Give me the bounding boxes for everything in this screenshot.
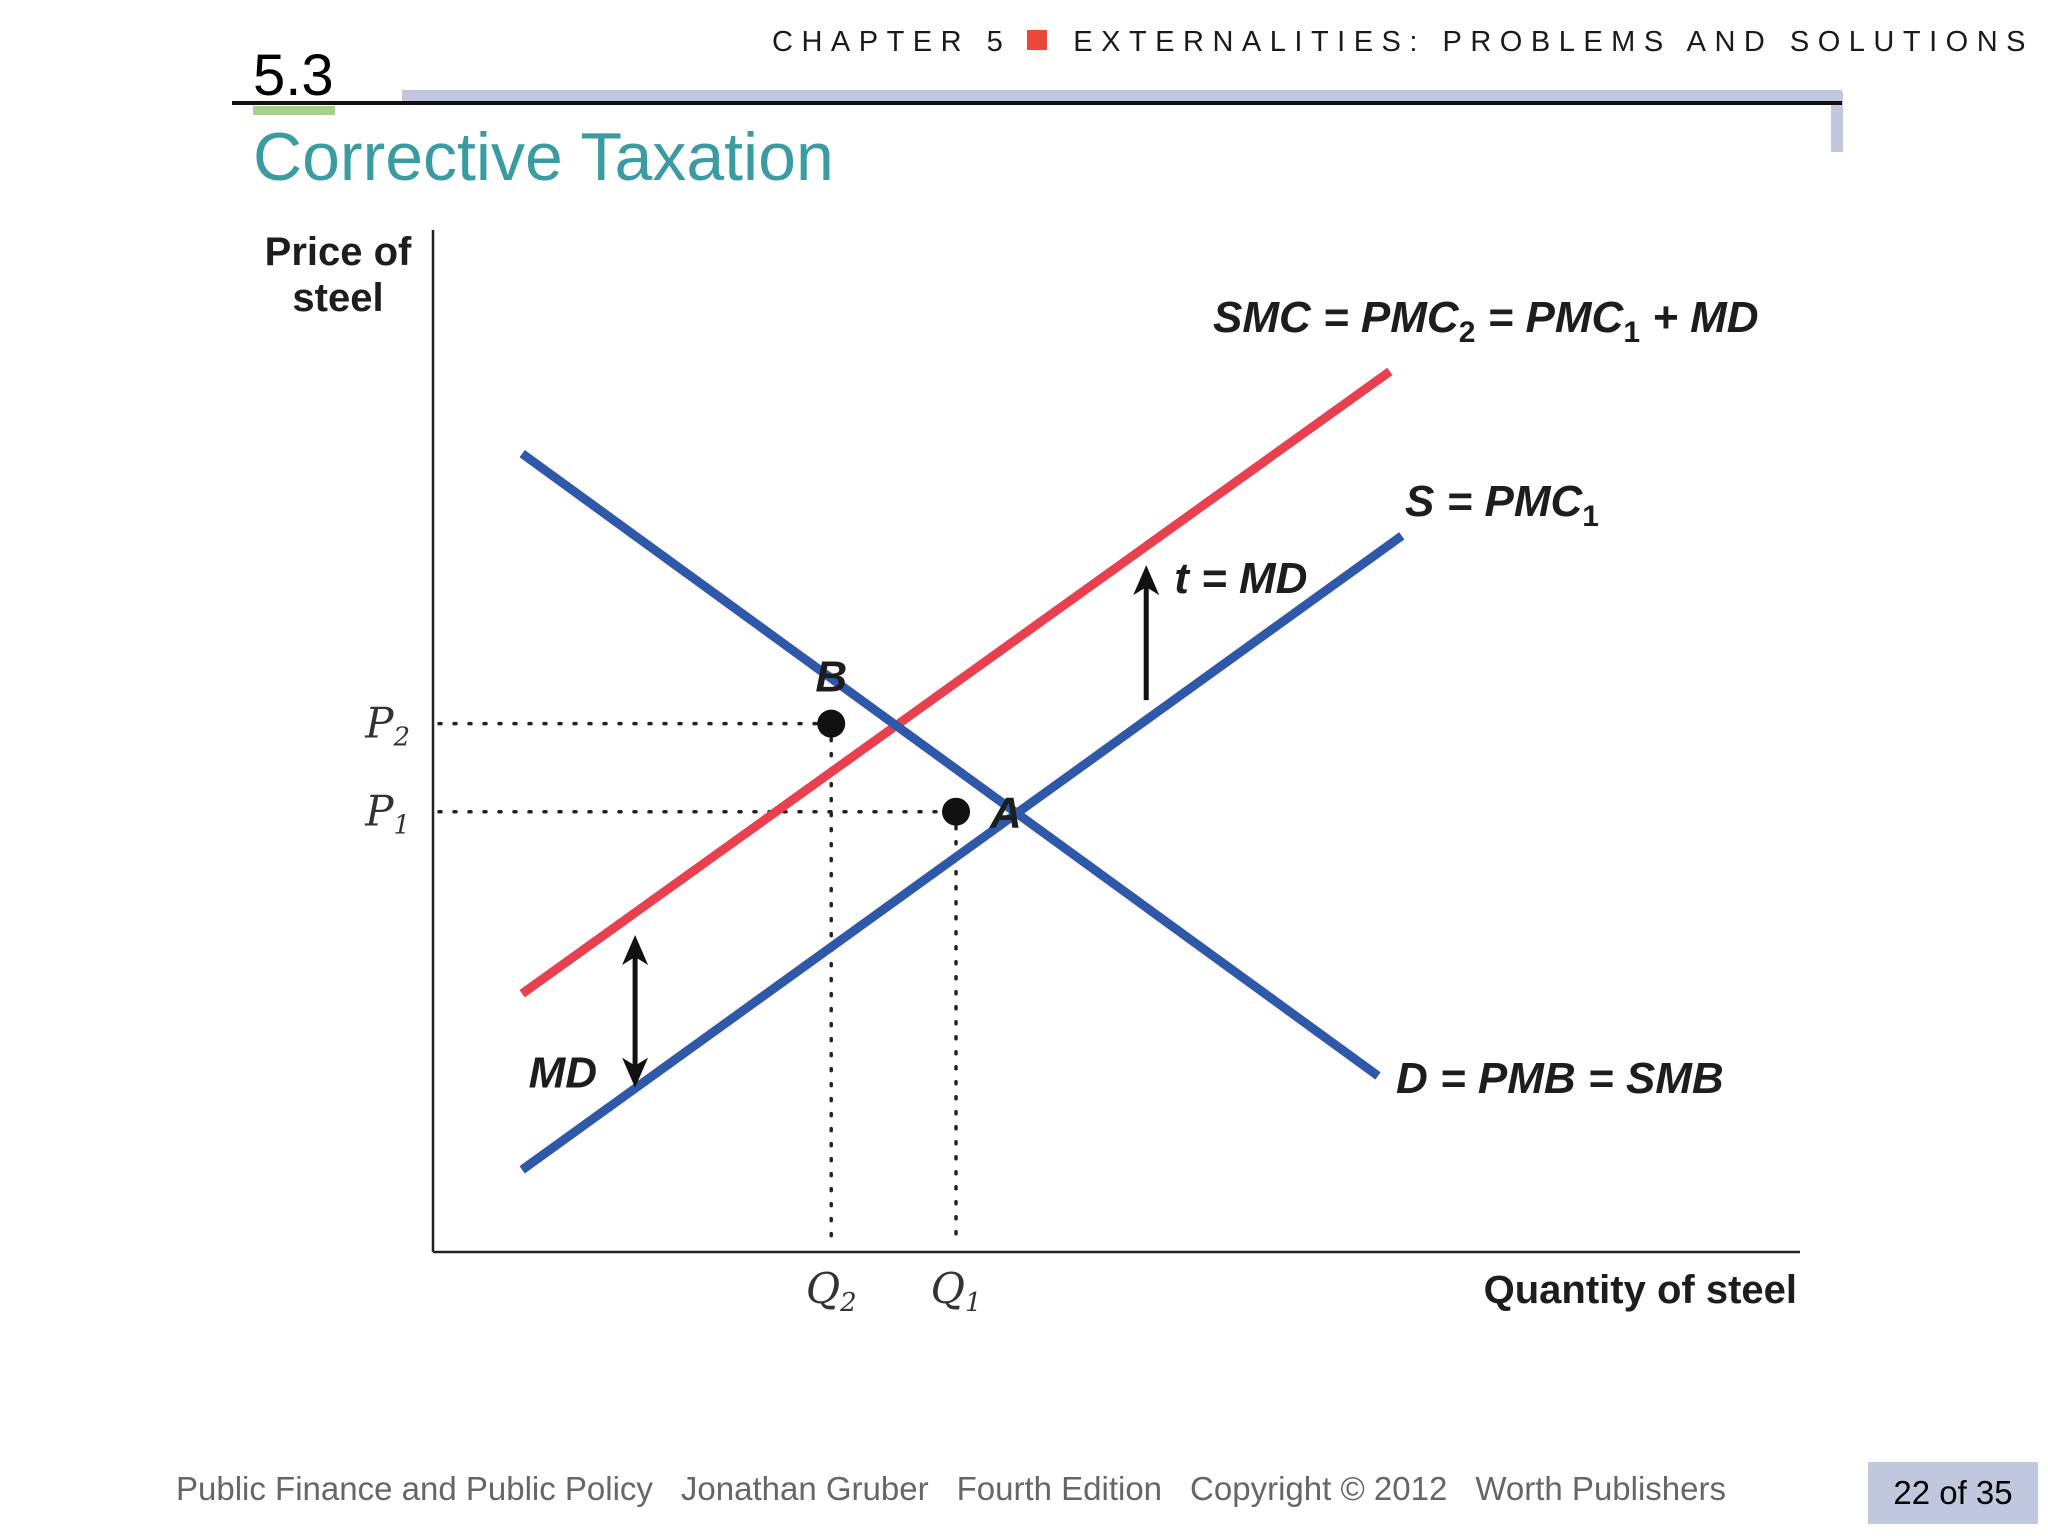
page-number: 22 of 35 — [1868, 1462, 2038, 1524]
point-label-a: A — [989, 789, 1022, 838]
tick-main: P — [364, 787, 394, 836]
series-label-part: D = PMB = SMB — [1396, 1054, 1724, 1103]
series-label-part: SMC = PMC — [1213, 293, 1460, 342]
point-a — [942, 797, 971, 826]
tick-subscript: 1 — [393, 811, 410, 841]
footer: Public Finance and Public Policy Jonathan… — [176, 1470, 1754, 1508]
section-number-underline — [253, 106, 335, 115]
series-line-2 — [519, 449, 1381, 1080]
series-label-part: 1 — [1623, 316, 1640, 349]
annotation-arrow-head-bottom-1 — [622, 1057, 649, 1088]
chapter-title: EXTERNALITIES: PROBLEMS AND SOLUTIONS — [1073, 26, 2034, 58]
header-rule — [232, 101, 1842, 105]
chapter-label: CHAPTER 5 — [772, 26, 1012, 58]
series-label-part: + MD — [1640, 293, 1759, 342]
point-layer — [817, 709, 971, 826]
square-bullet-icon — [1027, 30, 1048, 50]
y-tick-label-0: P2 — [364, 699, 410, 753]
series-line-1 — [519, 532, 1405, 1174]
annotation-layer — [622, 565, 1160, 1088]
tick-subscript: 2 — [392, 723, 410, 753]
series-label-0: SMC = PMC2 = PMC1 + MD — [1213, 293, 1759, 349]
annotation-arrow-head-0 — [1133, 565, 1160, 596]
series-label-2: D = PMB = SMB — [1396, 1054, 1724, 1103]
annotation-arrow-head-top-1 — [622, 934, 649, 965]
annotation-label-0: t = MD — [1174, 554, 1307, 603]
series-line-0 — [519, 367, 1393, 998]
series-label-part: S = PMC — [1405, 477, 1583, 526]
footer-author: Jonathan Gruber — [680, 1470, 929, 1507]
guide-lines — [437, 721, 958, 1244]
chapter-header: CHAPTER 5 EXTERNALITIES: PROBLEMS AND SOL… — [772, 26, 2034, 59]
header-rule-end-accent — [1831, 92, 1843, 152]
y-axis-label-line1: Price of — [265, 230, 412, 274]
tick-main: P — [364, 699, 394, 748]
tick-subscript: 2 — [839, 1288, 857, 1318]
y-tick-label-1: P1 — [364, 787, 410, 841]
point-b — [817, 709, 846, 738]
tick-subscript: 1 — [965, 1288, 982, 1318]
header-rule-accent — [402, 90, 1842, 101]
footer-edition: Fourth Edition — [956, 1470, 1163, 1507]
footer-book: Public Finance and Public Policy — [176, 1470, 653, 1507]
footer-copyright: Copyright © 2012 — [1190, 1470, 1448, 1507]
slide-title: Corrective Taxation — [253, 119, 834, 195]
x-tick-label-0: Q2 — [806, 1264, 857, 1318]
x-axis-label: Quantity of steel — [1484, 1268, 1797, 1312]
series-label-part: 2 — [1459, 316, 1476, 349]
tick-main: Q — [806, 1264, 840, 1313]
series-label-part: 1 — [1582, 500, 1599, 533]
series-label-1: S = PMC1 — [1405, 477, 1599, 533]
footer-publisher: Worth Publishers — [1475, 1470, 1727, 1507]
point-label-b: B — [815, 653, 847, 702]
y-axis-label-line2: steel — [292, 276, 383, 320]
x-tick-label-1: Q1 — [931, 1264, 982, 1318]
series-layer — [519, 367, 1405, 1174]
tick-main: Q — [931, 1264, 965, 1313]
section-number: 5.3 — [253, 43, 334, 108]
series-label-part: = PMC — [1475, 293, 1624, 342]
annotation-label-1: MD — [529, 1048, 597, 1097]
